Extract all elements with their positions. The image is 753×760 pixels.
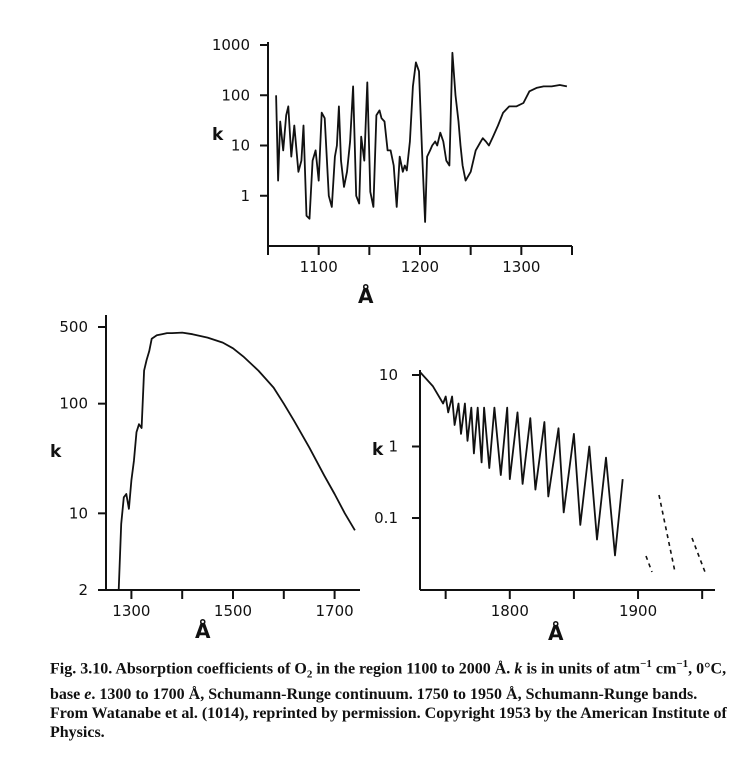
x-tick-label: 1800 xyxy=(491,602,529,620)
x-tick-label: 1900 xyxy=(619,602,657,620)
y-tick-label: 1000 xyxy=(212,36,250,54)
x-axis-label: Å xyxy=(195,619,211,643)
x-tick-label: 1300 xyxy=(502,258,540,276)
series-line xyxy=(275,51,568,223)
x-axis-label: Å xyxy=(358,284,374,308)
dashed-band-segment xyxy=(645,555,653,573)
y-tick-label: 500 xyxy=(59,318,88,336)
caption-italic: e xyxy=(84,685,92,703)
chart-top: 1000 100 10 1 1100 1200 1300 k Å xyxy=(212,36,573,308)
caption-superscript: −1 xyxy=(676,658,689,670)
figure-number: Fig. 3.10 xyxy=(50,660,109,678)
figure-canvas: 1000 100 10 1 1100 1200 1300 k Å 500 100 10 2 13… xyxy=(50,36,715,645)
y-tick-label: 1 xyxy=(240,187,250,205)
caption-text: . Absorption coefficients of O xyxy=(108,660,307,678)
chart-bottom-right: 10 1 0.1 1800 1900 k Å xyxy=(372,366,715,645)
series-line xyxy=(419,371,624,557)
dashed-band-segment xyxy=(658,494,676,573)
caption-text: in the region 1100 to 2000 Å. xyxy=(312,660,515,678)
x-tick-label: 1200 xyxy=(401,258,439,276)
y-tick-label: 10 xyxy=(379,366,398,384)
x-tick-label: 1700 xyxy=(316,602,354,620)
y-axis-label: k xyxy=(50,442,62,462)
caption-italic: k xyxy=(514,660,523,678)
figure-caption: Fig. 3.10. Absorption coefficients of O2… xyxy=(50,655,730,742)
chart-bottom-left: 500 100 10 2 1300 1500 1700 k Å xyxy=(50,315,360,643)
y-tick-label: 2 xyxy=(78,581,88,599)
y-axis-label: k xyxy=(212,125,224,145)
x-tick-label: 1100 xyxy=(300,258,338,276)
y-tick-label: 0.1 xyxy=(374,509,398,527)
y-tick-label: 10 xyxy=(231,137,250,155)
y-tick-label: 1 xyxy=(388,438,398,456)
caption-text: . 1300 to 1700 Å, Schumann-Runge continu… xyxy=(50,685,727,741)
y-tick-label: 10 xyxy=(69,504,88,522)
y-axis-label: k xyxy=(372,440,384,460)
caption-superscript: −1 xyxy=(640,658,652,670)
series-line xyxy=(117,331,356,591)
x-axis-label: Å xyxy=(548,621,564,645)
y-tick-label: 100 xyxy=(59,395,88,413)
caption-text: , 0°C, base xyxy=(50,660,727,703)
x-tick-label: 1300 xyxy=(112,602,150,620)
x-tick-label: 1500 xyxy=(214,602,252,620)
dashed-band-segments xyxy=(645,494,706,573)
dashed-band-segment xyxy=(691,537,706,573)
caption-text: cm xyxy=(651,660,677,678)
y-tick-label: 100 xyxy=(221,86,250,104)
caption-subscript: 2 xyxy=(306,668,313,681)
caption-text: is in units of atm xyxy=(522,660,641,678)
